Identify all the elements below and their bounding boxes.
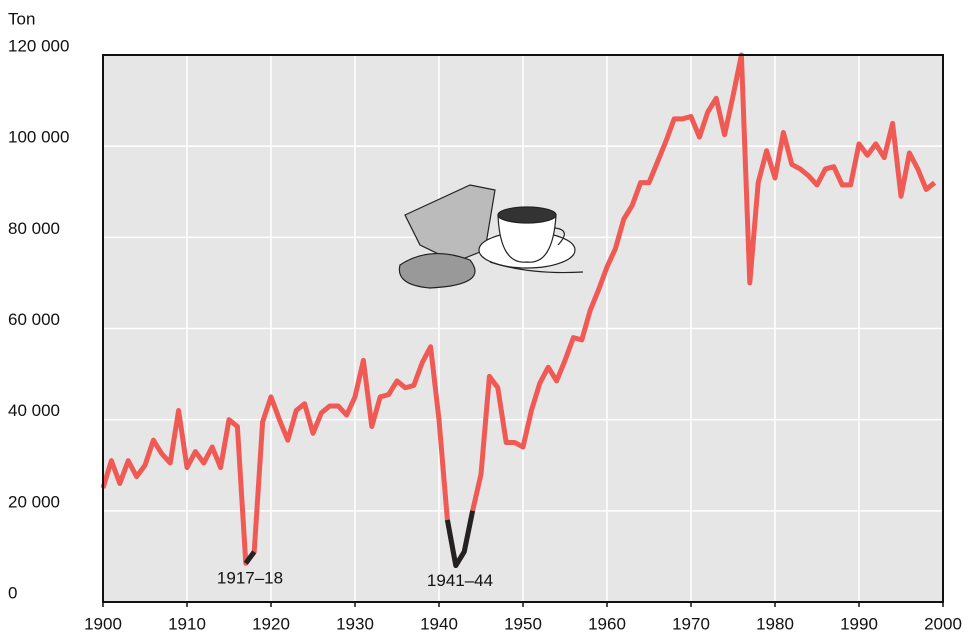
- data-line: [100, 52, 937, 569]
- y-tick-label: 100 000: [8, 128, 69, 147]
- y-axis-label: Ton: [8, 9, 35, 28]
- x-tick-label: 2000: [924, 614, 962, 633]
- lines: [100, 52, 937, 569]
- y-tick-label: 120 000: [8, 36, 69, 55]
- x-tick-label: 1920: [252, 614, 290, 633]
- y-tick-label: 80 000: [8, 219, 60, 238]
- x-tick-label: 1930: [336, 614, 374, 633]
- x-tick-label: 1940: [420, 614, 458, 633]
- y-tick-label: 40 000: [8, 401, 60, 420]
- x-tick-label: 1900: [84, 614, 122, 633]
- x-tick-label: 1950: [504, 614, 542, 633]
- y-tick-label: 0: [8, 583, 17, 602]
- x-tick-label: 1980: [756, 614, 794, 633]
- x-tick-label: 1970: [672, 614, 710, 633]
- x-tick-label: 1960: [588, 614, 626, 633]
- y-tick-label: 60 000: [8, 310, 60, 329]
- highlight-line: [444, 510, 476, 569]
- x-tick-label: 1990: [840, 614, 878, 633]
- x-tick-label: 1910: [168, 614, 206, 633]
- annotation: 1941–44: [427, 571, 493, 590]
- coffee-illustration: [398, 184, 584, 289]
- annotation: 1917–18: [217, 569, 283, 588]
- highlight-line: [243, 550, 257, 565]
- y-tick-label: 20 000: [8, 492, 60, 511]
